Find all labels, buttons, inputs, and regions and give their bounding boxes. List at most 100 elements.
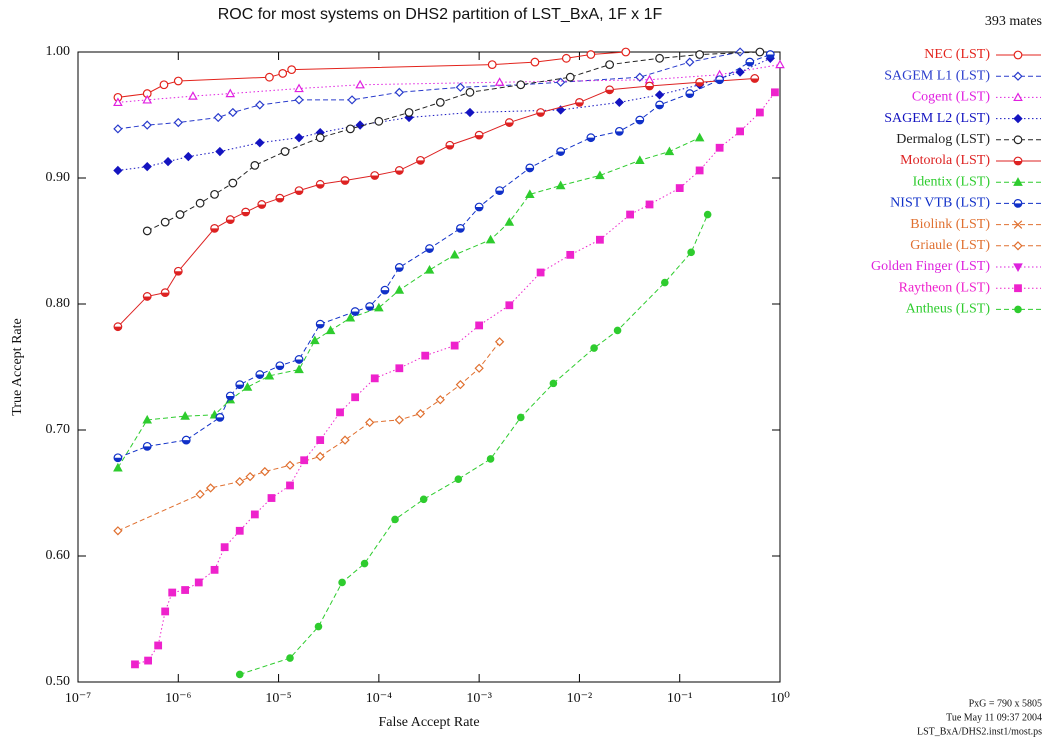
marker (495, 186, 505, 196)
marker-shape (1013, 135, 1023, 145)
marker-shape (415, 408, 426, 419)
marker-shape (1013, 50, 1023, 60)
marker (264, 72, 274, 82)
marker (374, 116, 384, 126)
marker-shape (365, 306, 374, 311)
marker (336, 408, 344, 417)
marker-shape (775, 59, 785, 69)
x-tick-label: 10⁻⁴ (366, 691, 392, 706)
marker-shape (395, 364, 404, 373)
marker (294, 186, 304, 196)
marker-shape (636, 120, 644, 124)
marker-shape (159, 80, 169, 90)
marker (1013, 177, 1023, 186)
marker-shape (216, 417, 224, 422)
marker (655, 53, 664, 63)
y-tick-label: 0.90 (46, 170, 71, 185)
marker (228, 178, 238, 188)
marker (454, 475, 463, 483)
marker-shape (195, 198, 205, 208)
marker-shape (160, 217, 170, 227)
marker (595, 170, 605, 180)
marker (1013, 241, 1023, 251)
marker-shape (210, 228, 219, 233)
marker (113, 453, 123, 463)
marker (394, 285, 405, 294)
marker (225, 88, 236, 98)
marker (685, 89, 695, 98)
marker-shape (446, 145, 454, 150)
marker-shape (235, 384, 244, 389)
marker-shape (735, 67, 745, 77)
marker (621, 47, 631, 57)
marker-shape (188, 91, 198, 100)
marker-shape (556, 105, 566, 115)
marker-shape (374, 302, 384, 312)
marker (465, 107, 475, 118)
marker-shape (226, 395, 235, 400)
marker (225, 391, 235, 401)
marker-shape (394, 285, 405, 294)
marker (235, 477, 245, 487)
marker-shape (242, 382, 253, 391)
marker-shape (505, 301, 514, 310)
marker-shape (195, 489, 205, 499)
marker (703, 210, 712, 219)
marker-shape (1013, 113, 1023, 124)
marker-shape (435, 97, 445, 107)
marker-shape (310, 335, 320, 345)
marker (275, 361, 285, 371)
marker (173, 117, 183, 128)
marker-shape (143, 446, 152, 451)
marker-shape (755, 47, 765, 57)
marker (424, 264, 435, 274)
marker (181, 435, 191, 445)
marker-shape (536, 112, 545, 117)
marker-shape (474, 363, 484, 373)
marker-shape (660, 278, 669, 287)
marker-shape (183, 151, 193, 162)
marker (228, 107, 238, 118)
series-line (117, 51, 741, 130)
marker (360, 559, 369, 568)
marker-shape (316, 184, 324, 189)
marker (180, 411, 190, 420)
marker (695, 166, 704, 175)
marker-shape (419, 495, 428, 504)
marker (536, 268, 545, 277)
marker-shape (613, 326, 622, 335)
marker-shape (475, 135, 483, 139)
marker-shape (614, 97, 624, 108)
marker-shape (695, 50, 705, 59)
marker-shape (516, 413, 525, 422)
y-tick-label: 0.60 (46, 548, 71, 563)
marker (113, 124, 123, 134)
marker-shape (286, 481, 294, 490)
marker-shape (142, 94, 153, 104)
marker-shape (516, 80, 526, 90)
marker (445, 140, 455, 150)
marker-shape (345, 124, 355, 134)
series-line (117, 57, 771, 171)
marker-shape (1014, 305, 1022, 314)
marker-shape (255, 100, 265, 110)
marker-shape (250, 510, 259, 519)
marker (565, 72, 575, 82)
marker (1013, 220, 1023, 229)
marker-shape (295, 359, 303, 364)
marker (264, 370, 275, 380)
marker (1013, 156, 1023, 166)
marker-shape (163, 156, 173, 167)
marker-shape (766, 54, 775, 59)
marker (771, 88, 779, 97)
marker-shape (595, 235, 604, 244)
marker (614, 97, 624, 108)
marker-shape (695, 166, 704, 175)
marker (294, 133, 304, 143)
marker-shape (395, 267, 404, 272)
marker (394, 263, 404, 272)
marker (210, 223, 219, 233)
marker-shape (182, 440, 191, 444)
marker-shape (245, 471, 255, 482)
marker (275, 193, 285, 203)
